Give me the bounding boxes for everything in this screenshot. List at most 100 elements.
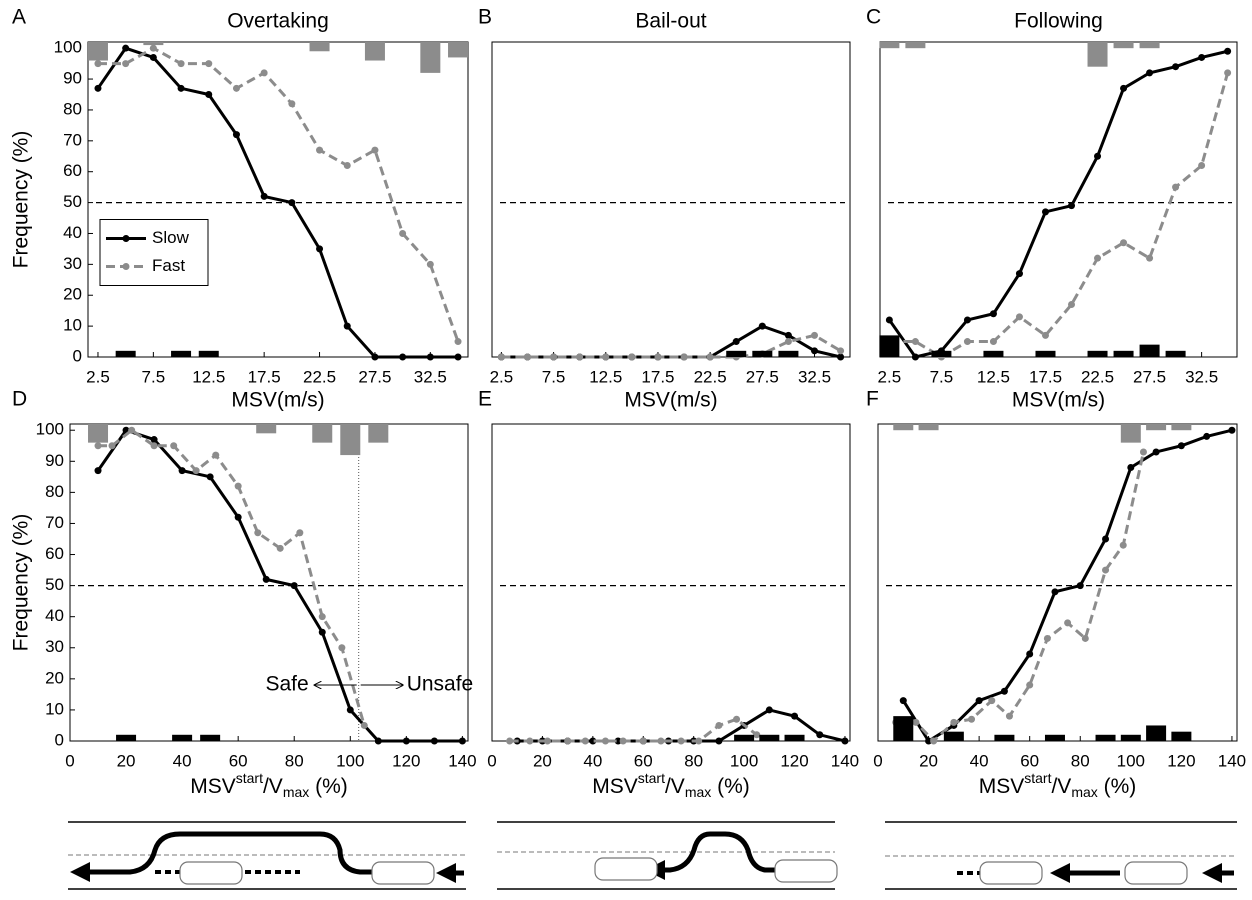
y-tick-label: 80 [45, 482, 64, 501]
x-tick-label: 7.5 [142, 367, 166, 386]
x-tick-label: 80 [1071, 751, 1090, 770]
x-tick-label: 27.5 [358, 367, 391, 386]
point [1005, 712, 1013, 720]
x-tick-label: 60 [634, 751, 653, 770]
legend-label: Slow [152, 228, 190, 247]
y-axis-label: Frequency (%) [10, 514, 33, 652]
point [816, 731, 824, 739]
x-axis-label-part: /V [263, 775, 283, 798]
bar [983, 350, 1004, 357]
x-tick-label: 0 [873, 751, 882, 770]
point [841, 737, 849, 745]
plot-frame [87, 41, 469, 358]
point [206, 473, 214, 481]
bar [88, 424, 109, 443]
bar [198, 350, 219, 357]
point [94, 84, 102, 92]
x-tick-label: 2.5 [878, 367, 902, 386]
bar [726, 350, 747, 357]
y-tick-label: 0 [55, 730, 64, 749]
point [426, 353, 434, 361]
point [1120, 84, 1128, 92]
point [1051, 588, 1059, 596]
x-tick-label: 0 [65, 751, 74, 770]
x-tick-label: 100 [1117, 751, 1145, 770]
panel-title: Bail-out [635, 10, 706, 33]
bar [364, 42, 385, 61]
x-tick-label: 17.5 [641, 367, 674, 386]
point [1139, 448, 1147, 456]
point [1228, 426, 1236, 434]
x-tick-label: 32.5 [414, 367, 447, 386]
point [318, 613, 326, 621]
car [979, 861, 1043, 885]
bar [1095, 734, 1116, 741]
x-axis-label-part: (%) [309, 775, 348, 798]
point [170, 442, 178, 450]
x-axis-label-part: max [283, 784, 309, 800]
point [343, 322, 351, 330]
x-tick-label: 27.5 [746, 367, 779, 386]
x-tick-label: 7.5 [542, 367, 566, 386]
bar [752, 350, 773, 357]
point [837, 353, 845, 361]
x-tick-label: 12.5 [589, 367, 622, 386]
y-tick-label: 10 [45, 699, 64, 718]
bar [893, 424, 914, 431]
bar [1171, 731, 1192, 741]
point [1076, 582, 1084, 590]
point [212, 451, 220, 459]
bar [1165, 350, 1186, 357]
x-tick-label: 2.5 [490, 367, 514, 386]
point [426, 260, 434, 268]
x-axis-label-part: MSV [979, 775, 1025, 798]
bar [994, 734, 1015, 741]
point [1068, 301, 1076, 308]
point [94, 467, 102, 475]
bar [893, 716, 914, 741]
y-tick-label: 80 [63, 99, 82, 118]
point [619, 737, 627, 745]
point [753, 731, 761, 739]
bar [918, 424, 939, 431]
point [108, 442, 116, 450]
y-tick-label: 60 [45, 544, 64, 563]
point [374, 737, 382, 745]
point [1026, 681, 1034, 689]
bar [931, 350, 952, 357]
panel-label: A [12, 6, 26, 29]
bar [172, 734, 193, 741]
point [290, 582, 298, 590]
point [989, 310, 997, 318]
point [254, 529, 262, 537]
y-tick-label: 90 [63, 69, 82, 88]
point [178, 467, 186, 475]
car [371, 861, 435, 885]
point [1081, 634, 1089, 642]
y-tick-label: 0 [73, 346, 82, 365]
point [371, 353, 379, 361]
y-tick-label: 30 [63, 254, 82, 273]
series-line [97, 46, 460, 343]
x-axis-label-part: (%) [1098, 775, 1137, 798]
x-axis-label-part: /V [1051, 775, 1071, 798]
x-axis-label: MSV(m/s) [1012, 389, 1105, 412]
bar [734, 734, 755, 741]
car [594, 857, 658, 881]
x-axis-label-part: max [1071, 784, 1097, 800]
point [899, 697, 907, 705]
x-tick-label: 2.5 [86, 367, 110, 386]
y-tick-label: 60 [63, 161, 82, 180]
plot-frame [877, 423, 1238, 742]
point [1146, 254, 1154, 262]
x-tick-label: 27.5 [1133, 367, 1166, 386]
x-tick-label: 17.5 [248, 367, 281, 386]
car [774, 859, 838, 883]
point [911, 338, 919, 346]
point [526, 737, 534, 745]
point [885, 316, 893, 324]
point [1102, 535, 1110, 543]
bar [1113, 350, 1134, 357]
point [232, 131, 240, 139]
